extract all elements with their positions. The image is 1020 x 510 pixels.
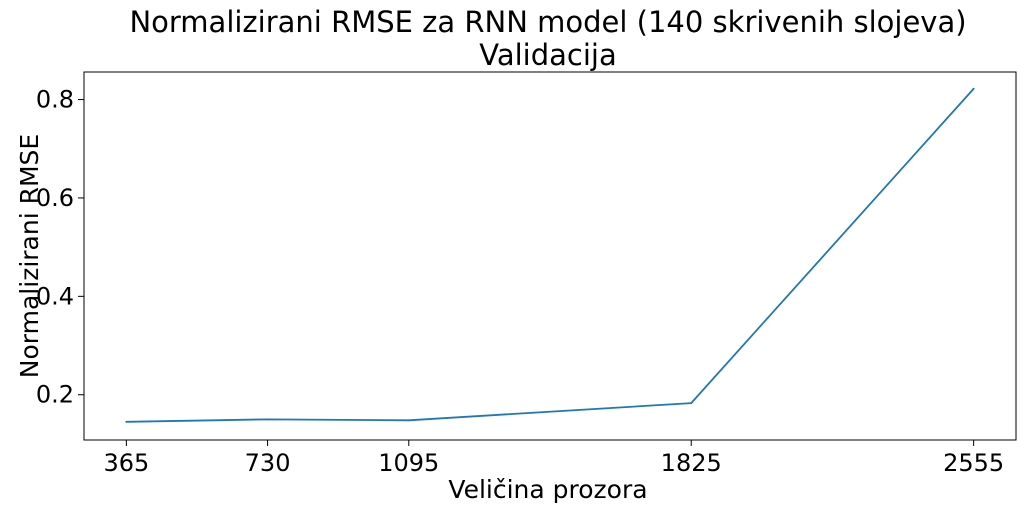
x-axis-label: Veličina prozora bbox=[448, 475, 647, 504]
data-point bbox=[266, 418, 269, 421]
data-point bbox=[972, 87, 975, 90]
x-axis: 365 730 1095 1825 2555 bbox=[103, 440, 1004, 477]
x-tick-label: 1825 bbox=[661, 449, 722, 477]
y-tick-label: 0.8 bbox=[36, 86, 74, 114]
x-tick-label: 730 bbox=[245, 449, 291, 477]
data-point bbox=[690, 402, 693, 405]
data-point bbox=[125, 420, 128, 423]
chart-title: Normalizirani RMSE za RNN model (140 skr… bbox=[129, 5, 966, 39]
series-line bbox=[125, 87, 975, 423]
data-point bbox=[407, 419, 410, 422]
plot-area bbox=[83, 71, 1017, 441]
chart-subtitle: Validacija bbox=[479, 38, 616, 72]
x-tick-label: 2555 bbox=[943, 449, 1004, 477]
y-tick-label: 0.4 bbox=[36, 282, 74, 310]
x-tick-label: 365 bbox=[103, 449, 149, 477]
series-layer bbox=[125, 87, 975, 423]
y-axis-label: Normalizirani RMSE bbox=[15, 134, 44, 378]
axes-frame bbox=[83, 71, 1017, 441]
x-tick-label: 1095 bbox=[378, 449, 439, 477]
y-tick-label: 0.6 bbox=[36, 184, 74, 212]
y-axis: 0.2 0.4 0.6 0.8 bbox=[36, 86, 84, 409]
y-tick-label: 0.2 bbox=[36, 381, 74, 409]
